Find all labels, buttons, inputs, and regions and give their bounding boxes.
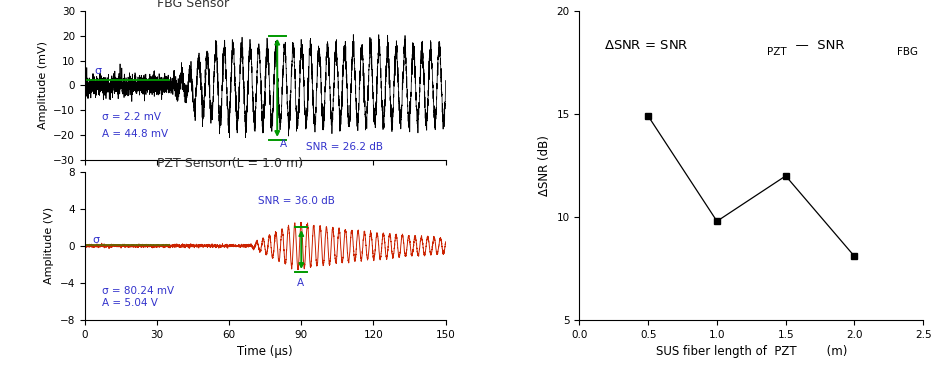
Text: FBG Sensor: FBG Sensor [157,0,229,10]
Text: FBG: FBG [898,47,918,57]
X-axis label: SUS fiber length of  PZT        (m): SUS fiber length of PZT (m) [656,346,847,358]
Text: PZT Sensor (L = 1.0 m): PZT Sensor (L = 1.0 m) [157,158,303,170]
X-axis label: Time (μs): Time (μs) [237,346,293,358]
Text: —  SNR: — SNR [788,39,845,52]
Text: A = 5.04 V: A = 5.04 V [102,298,157,308]
Text: σ = 80.24 mV: σ = 80.24 mV [102,286,173,296]
Text: σ: σ [92,235,99,245]
Text: $\Delta$SNR = SNR: $\Delta$SNR = SNR [604,39,688,52]
Text: PZT: PZT [767,47,787,57]
Text: SNR = 26.2 dB: SNR = 26.2 dB [306,142,383,152]
Text: σ: σ [94,66,102,76]
Text: A: A [280,139,286,149]
Text: A: A [297,278,303,288]
Y-axis label: Amplitude (mV): Amplitude (mV) [38,41,48,129]
Text: σ = 2.2 mV: σ = 2.2 mV [102,112,161,122]
Text: SNR = 36.0 dB: SNR = 36.0 dB [258,196,334,206]
Y-axis label: Amplitude (V): Amplitude (V) [44,207,54,284]
Y-axis label: ΔSNR (dB): ΔSNR (dB) [538,135,551,196]
Text: A = 44.8 mV: A = 44.8 mV [102,130,168,139]
